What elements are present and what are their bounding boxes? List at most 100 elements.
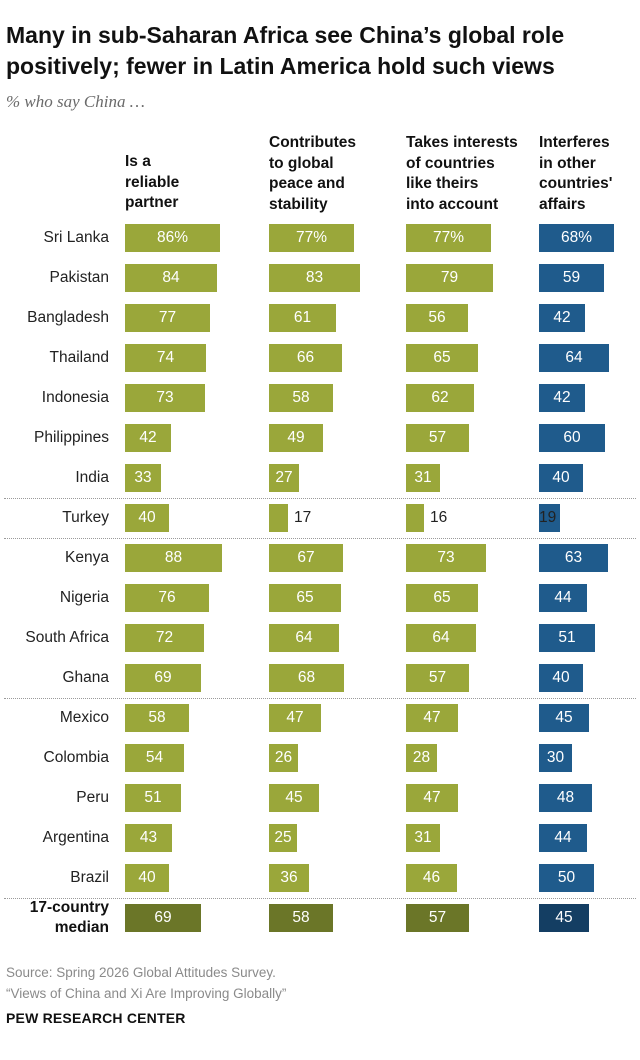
- country-label-turkey: Turkey: [62, 509, 109, 526]
- value-label-brazil-s2: 36: [280, 869, 298, 886]
- value-label-mexico-s4: 45: [555, 709, 573, 726]
- bar-brazil-s1: [125, 864, 169, 892]
- value-label-argentina-s1: 43: [139, 829, 158, 846]
- country-label-nigeria: Nigeria: [59, 589, 109, 606]
- bar-17-country-median-s3: [406, 904, 469, 932]
- bar-brazil-s3: [406, 864, 457, 892]
- bar-india-s4: [539, 464, 583, 492]
- value-label-colombia-s4: 30: [546, 749, 565, 766]
- group-divider-3: [4, 698, 636, 699]
- bar-brazil-s4: [539, 864, 594, 892]
- bar-sri-lanka-s4: [539, 224, 614, 252]
- value-label-mexico-s1: 58: [148, 709, 166, 726]
- country-label-argentina: Argentina: [42, 829, 109, 846]
- country-label-pakistan: Pakistan: [49, 269, 109, 286]
- bar-south-africa-s2: [269, 624, 339, 652]
- country-label-brazil: Brazil: [70, 869, 109, 886]
- source-line-2: “Views of China and Xi Are Improving Glo…: [6, 986, 287, 1001]
- bar-indonesia-s2: [269, 384, 333, 412]
- chart-subtitle: % who say China …: [6, 92, 145, 111]
- bar-mexico-s4: [539, 704, 589, 732]
- group-divider-1: [4, 498, 636, 499]
- bar-thailand-s1: [125, 344, 206, 372]
- bar-bangladesh-s1: [125, 304, 210, 332]
- value-label-ghana-s4: 40: [552, 669, 570, 686]
- value-label-kenya-s1: 88: [164, 549, 183, 566]
- value-label-turkey-s1: 40: [138, 509, 156, 526]
- value-label-philippines-s4: 60: [563, 429, 581, 446]
- country-label-kenya: Kenya: [65, 549, 109, 566]
- country-label-ghana: Ghana: [62, 669, 109, 686]
- value-label-sri-lanka-s2: 77%: [295, 229, 328, 246]
- bar-ghana-s3: [406, 664, 469, 692]
- value-label-peru-s1: 51: [144, 789, 162, 806]
- value-label-kenya-s3: 73: [437, 549, 455, 566]
- value-label-peru-s2: 45: [285, 789, 303, 806]
- value-label-thailand-s3: 65: [433, 349, 451, 366]
- source-line-1: Source: Spring 2026 Global Attitudes Sur…: [6, 965, 276, 980]
- value-label-argentina-s2: 25: [274, 829, 292, 846]
- value-label-17-country-median-s2: 58: [292, 909, 310, 926]
- value-label-thailand-s4: 64: [565, 349, 583, 366]
- value-label-south-africa-s3: 64: [432, 629, 450, 646]
- value-label-turkey-s3: 16: [430, 509, 448, 526]
- value-label-sri-lanka-s3: 77%: [432, 229, 465, 246]
- column-header-3: Takes interests of countries like theirs…: [406, 134, 518, 213]
- value-label-thailand-s2: 66: [296, 349, 315, 366]
- bar-turkey-s4: [539, 504, 560, 532]
- value-label-colombia-s2: 26: [274, 749, 293, 766]
- bar-colombia-s1: [125, 744, 184, 772]
- group-divider-2: [4, 538, 636, 539]
- bar-brazil-s2: [269, 864, 309, 892]
- bar-philippines-s4: [539, 424, 605, 452]
- country-label-mexico: Mexico: [59, 709, 109, 726]
- value-label-pakistan-s1: 84: [162, 269, 180, 286]
- bar-argentina-s2: [269, 824, 297, 852]
- value-label-17-country-median-s1: 69: [154, 909, 172, 926]
- bar-colombia-s3: [406, 744, 437, 772]
- column-header-2: Contributes to global peace and stabilit…: [269, 134, 356, 213]
- bar-india-s3: [406, 464, 440, 492]
- value-label-pakistan-s2: 83: [305, 269, 324, 286]
- value-label-kenya-s2: 67: [297, 549, 315, 566]
- bar-turkey-s3: [406, 504, 424, 532]
- bar-turkey-s2: [269, 504, 288, 532]
- value-label-ghana-s3: 57: [428, 669, 447, 686]
- bar-thailand-s4: [539, 344, 609, 372]
- bar-indonesia-s1: [125, 384, 205, 412]
- group-divider-4: [4, 898, 636, 899]
- value-label-argentina-s4: 44: [554, 829, 572, 846]
- bar-nigeria-s4: [539, 584, 587, 612]
- bar-indonesia-s3: [406, 384, 474, 412]
- bar-ghana-s1: [125, 664, 201, 692]
- bar-india-s2: [269, 464, 299, 492]
- bar-bangladesh-s2: [269, 304, 336, 332]
- country-label-bangladesh: Bangladesh: [27, 309, 109, 326]
- bar-south-africa-s1: [125, 624, 204, 652]
- bar-peru-s2: [269, 784, 319, 812]
- value-label-pakistan-s3: 79: [440, 269, 459, 286]
- bar-pakistan-s4: [539, 264, 604, 292]
- bar-south-africa-s3: [406, 624, 476, 652]
- value-label-colombia-s1: 54: [145, 749, 164, 766]
- country-label-sri-lanka: Sri Lanka: [43, 229, 109, 246]
- value-label-indonesia-s1: 73: [156, 389, 174, 406]
- value-label-turkey-s2: 17: [294, 509, 312, 526]
- value-label-nigeria-s2: 65: [296, 589, 314, 606]
- bar-kenya-s4: [539, 544, 608, 572]
- column-header-1: Is a reliable partner: [125, 153, 180, 211]
- country-label-thailand: Thailand: [49, 349, 109, 366]
- bar-peru-s4: [539, 784, 592, 812]
- bar-bangladesh-s3: [406, 304, 468, 332]
- value-label-bangladesh-s3: 56: [428, 309, 446, 326]
- bar-peru-s1: [125, 784, 181, 812]
- value-label-kenya-s4: 63: [564, 549, 583, 566]
- value-label-thailand-s1: 74: [156, 349, 175, 366]
- value-label-india-s1: 33: [134, 469, 152, 486]
- value-label-pakistan-s4: 59: [562, 269, 581, 286]
- country-label-south-africa: South Africa: [25, 629, 109, 646]
- value-label-17-country-median-s4: 45: [555, 909, 573, 926]
- value-label-india-s2: 27: [275, 469, 293, 486]
- value-label-colombia-s3: 28: [412, 749, 431, 766]
- source-note: Source: Spring 2026 Global Attitudes Sur…: [6, 962, 286, 1004]
